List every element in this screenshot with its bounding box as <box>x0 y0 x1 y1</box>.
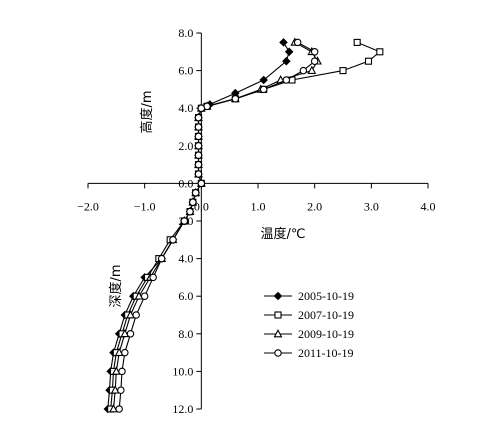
data-point-triangle <box>120 328 130 338</box>
legend-label: 2009-10-19 <box>298 327 354 341</box>
series-line <box>107 42 290 410</box>
y-tick-label: 2.0 <box>178 139 193 153</box>
data-point-square <box>339 67 347 75</box>
data-point-circle <box>194 113 203 122</box>
x-tick-label: −1.0 <box>134 199 156 213</box>
data-point-circle <box>126 330 135 338</box>
y-axis-label-top: 高度/m <box>139 90 155 133</box>
data-point-diamond <box>259 75 268 85</box>
data-point-circle <box>197 179 206 188</box>
legend-label: 2007-10-19 <box>298 308 354 322</box>
series-circle <box>115 38 319 413</box>
y-tick-label: 8.0 <box>178 26 193 40</box>
data-point-circle <box>194 170 203 178</box>
data-point-circle <box>299 66 308 75</box>
data-point-circle <box>189 198 197 206</box>
legend-marker-square <box>274 311 282 319</box>
data-point-triangle <box>126 310 135 319</box>
y-tick-label: 4.0 <box>178 252 193 266</box>
data-point-circle <box>169 236 177 244</box>
x-tick-label: 0.0 <box>194 199 209 213</box>
series-layer <box>103 37 384 414</box>
x-tick-label: 4.0 <box>421 199 436 213</box>
x-tick-label: 2.0 <box>307 199 322 213</box>
data-point-square <box>353 38 361 46</box>
data-point-square <box>376 48 384 56</box>
data-point-triangle <box>110 385 120 394</box>
data-point-triangle <box>109 404 118 413</box>
x-tick-label: 1.0 <box>251 199 266 213</box>
data-point-circle <box>132 311 140 319</box>
data-point-circle <box>194 151 203 159</box>
y-tick-label: 6.0 <box>178 289 193 303</box>
data-point-triangle <box>111 366 121 375</box>
y-tick-label: 10.0 <box>172 364 193 378</box>
series-diamond <box>103 38 294 414</box>
data-point-diamond <box>284 47 294 57</box>
data-point-circle <box>186 207 194 216</box>
legend-entry: 2011-10-19 <box>264 346 354 360</box>
data-point-circle <box>197 104 206 112</box>
legend-marker-diamond <box>273 291 283 301</box>
data-point-circle <box>118 367 126 376</box>
data-point-circle <box>194 123 203 131</box>
data-point-circle <box>140 292 149 300</box>
data-point-circle <box>117 386 125 394</box>
data-point-circle <box>191 189 200 197</box>
data-point-circle <box>310 57 319 65</box>
data-point-triangle <box>114 347 124 356</box>
legend-label: 2005-10-19 <box>298 289 354 303</box>
data-point-circle <box>157 254 166 263</box>
legend-entry: 2007-10-19 <box>264 308 354 322</box>
data-point-circle <box>310 48 319 56</box>
y-tick-label: 0.0 <box>178 176 193 190</box>
legend-label: 2011-10-19 <box>298 346 354 360</box>
data-point-circle <box>231 95 240 103</box>
y-tick-label: 8.0 <box>178 327 193 341</box>
data-point-circle <box>259 85 268 94</box>
y-tick-label: 6.0 <box>178 64 193 78</box>
data-point-circle <box>194 160 203 169</box>
data-point-circle <box>194 132 203 141</box>
data-point-circle <box>121 348 129 357</box>
data-point-triangle <box>134 291 144 300</box>
data-point-circle <box>293 38 302 47</box>
data-point-triangle <box>307 65 317 74</box>
data-point-circle <box>149 273 157 282</box>
legend-entry: 2005-10-19 <box>264 289 354 303</box>
x-tick-label: 3.0 <box>364 199 379 213</box>
x-axis-label: 温度/℃ <box>261 226 306 242</box>
x-tick-label: −2.0 <box>77 199 99 213</box>
data-point-diamond <box>282 56 291 66</box>
data-point-circle <box>194 142 203 150</box>
y-tick-label: 12.0 <box>172 402 193 416</box>
y-tick-label: 4.0 <box>178 101 193 115</box>
legend: 2005-10-19 2007-10-19 2009-10-19 2011-10-19 <box>264 289 354 360</box>
data-point-square <box>364 57 373 65</box>
data-point-circle <box>282 76 291 84</box>
axes: −2.0−1.00.01.02.03.04.08.06.04.02.00.02.… <box>77 26 435 416</box>
legend-marker-triangle <box>273 329 283 338</box>
legend-entry: 2009-10-19 <box>264 327 354 341</box>
legend-marker-circle <box>274 349 282 357</box>
data-point-diamond <box>279 38 288 47</box>
y-axis-label-bottom: 深度/m <box>108 264 124 307</box>
data-point-circle <box>180 217 189 225</box>
data-point-circle <box>115 405 123 413</box>
